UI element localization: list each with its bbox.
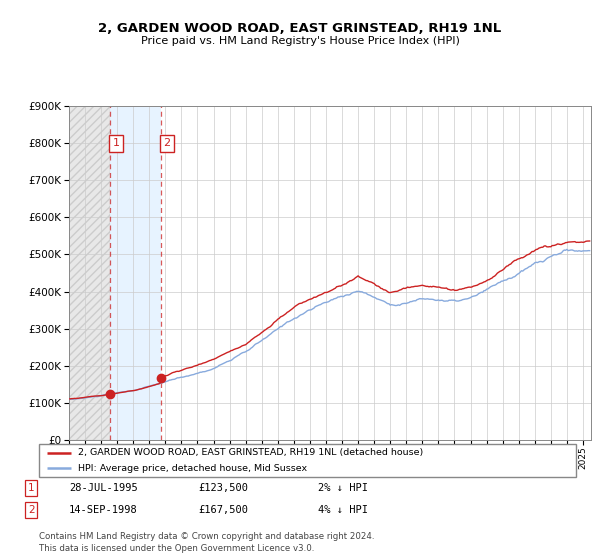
Bar bbox=[69, 106, 110, 440]
Text: 14-SEP-1998: 14-SEP-1998 bbox=[69, 505, 138, 515]
Text: £167,500: £167,500 bbox=[198, 505, 248, 515]
Text: 2, GARDEN WOOD ROAD, EAST GRINSTEAD, RH19 1NL (detached house): 2, GARDEN WOOD ROAD, EAST GRINSTEAD, RH1… bbox=[77, 448, 423, 457]
Text: 2: 2 bbox=[28, 505, 35, 515]
Text: Price paid vs. HM Land Registry's House Price Index (HPI): Price paid vs. HM Land Registry's House … bbox=[140, 36, 460, 46]
Text: HPI: Average price, detached house, Mid Sussex: HPI: Average price, detached house, Mid … bbox=[77, 464, 307, 473]
Text: 2, GARDEN WOOD ROAD, EAST GRINSTEAD, RH19 1NL: 2, GARDEN WOOD ROAD, EAST GRINSTEAD, RH1… bbox=[98, 22, 502, 35]
Text: 1: 1 bbox=[28, 483, 35, 493]
Text: 2: 2 bbox=[163, 138, 170, 148]
Text: £123,500: £123,500 bbox=[198, 483, 248, 493]
Text: 28-JUL-1995: 28-JUL-1995 bbox=[69, 483, 138, 493]
Bar bbox=[110, 106, 161, 440]
Text: 1: 1 bbox=[113, 138, 119, 148]
Text: 2% ↓ HPI: 2% ↓ HPI bbox=[318, 483, 368, 493]
Text: Contains HM Land Registry data © Crown copyright and database right 2024.
This d: Contains HM Land Registry data © Crown c… bbox=[39, 532, 374, 553]
Text: 4% ↓ HPI: 4% ↓ HPI bbox=[318, 505, 368, 515]
